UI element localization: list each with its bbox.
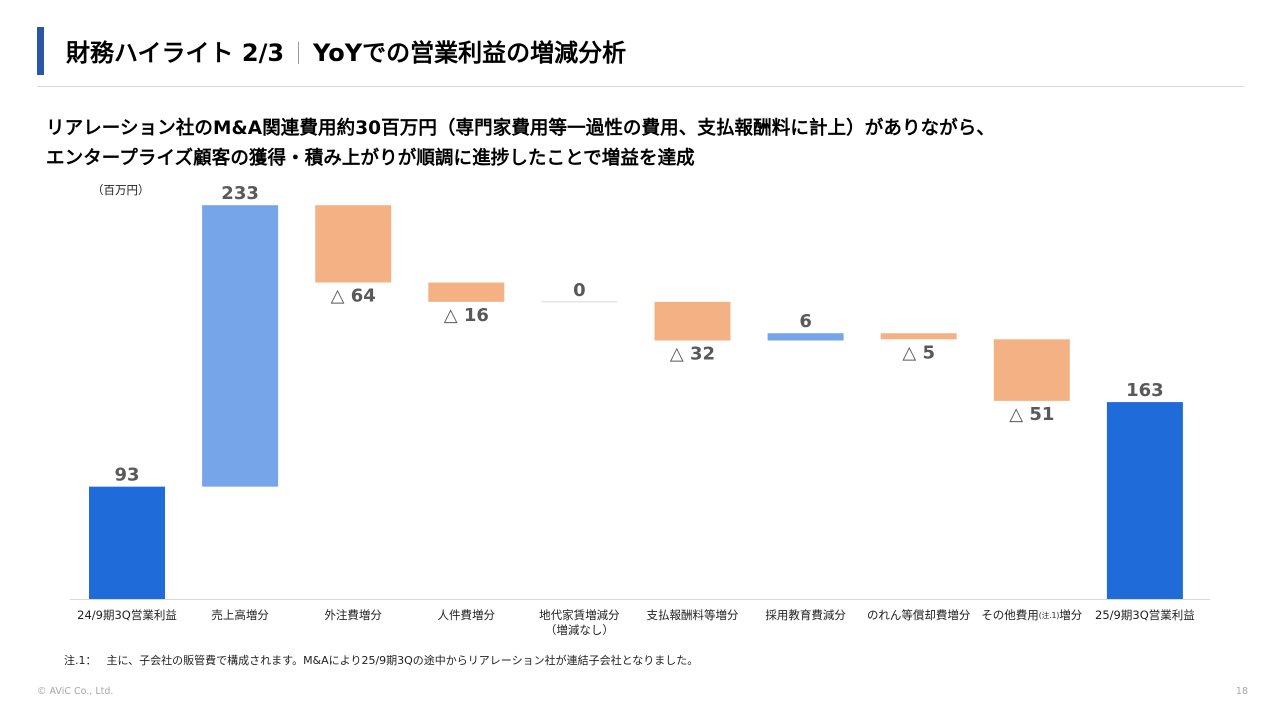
data-label: 0 [573,280,586,301]
lead-message: リアレーション社のM&A関連費用約30百万円（専門家費用等一過性の費用、支払報酬… [46,114,1246,174]
category-label: 支払報酬料等増分 [647,608,739,622]
waterfall-bar [1106,402,1183,599]
category-label: 売上高増分 [211,608,269,622]
category-label: 外注費増分 [324,608,382,622]
category-label: 採用教育費減分 [765,608,846,622]
category-label: 24/9期3Q営業利益 [77,608,177,622]
waterfall-bar [315,205,392,283]
lead-line-2: エンタープライズ顧客の獲得・積み上がりが順調に進捗したことで増益を達成 [46,148,695,169]
waterfall-bar [541,301,618,303]
waterfall-bar [880,333,957,340]
waterfall-bar [767,333,844,341]
category-label: 地代家賃増減分（増減なし） [539,608,620,637]
category-label: その他費用(注.1)増分 [981,608,1083,622]
waterfall-bar [993,339,1070,401]
title-divider [37,86,1244,87]
category-label: 人件費増分 [438,608,496,622]
waterfall-bar [202,205,279,487]
footnote: 注.1： 主に、子会社の販管費で構成されます。M&Aにより25/9期3Qの途中から… [64,652,698,668]
page-title-main: YoYでの営業利益の増減分析 [313,39,627,67]
title-separator [298,42,300,64]
chart-unit-label: （百万円） [92,183,150,197]
data-label: △ 64 [331,286,376,307]
data-label: △ 51 [1009,404,1054,425]
waterfall-bar [654,301,731,341]
title-accent-bar [37,27,44,75]
data-label: △ 5 [902,342,935,363]
copyright: © AViC Co., Ltd. [37,686,114,697]
footnote-text: 主に、子会社の販管費で構成されます。M&Aにより25/9期3Qの途中からリアレー… [106,654,699,667]
lead-line-1: リアレーション社のM&A関連費用約30百万円（専門家費用等一過性の費用、支払報酬… [46,118,995,139]
category-label: のれん等償却費増分 [867,608,971,622]
data-label: 233 [221,183,259,204]
data-label: 163 [1126,380,1164,401]
data-label: 93 [114,465,139,486]
data-label: △ 32 [670,343,715,364]
data-label: △ 16 [444,305,489,326]
category-label: 25/9期3Q営業利益 [1095,608,1195,622]
page-title-prefix: 財務ハイライト 2/3 [66,39,285,67]
data-label: 6 [799,311,812,332]
waterfall-bar [89,486,165,599]
waterfall-bar [428,282,505,302]
page-number: 18 [1235,686,1248,697]
footnote-label: 注.1： [64,654,97,667]
page-title: 財務ハイライト 2/3 YoYでの営業利益の増減分析 [66,35,626,71]
